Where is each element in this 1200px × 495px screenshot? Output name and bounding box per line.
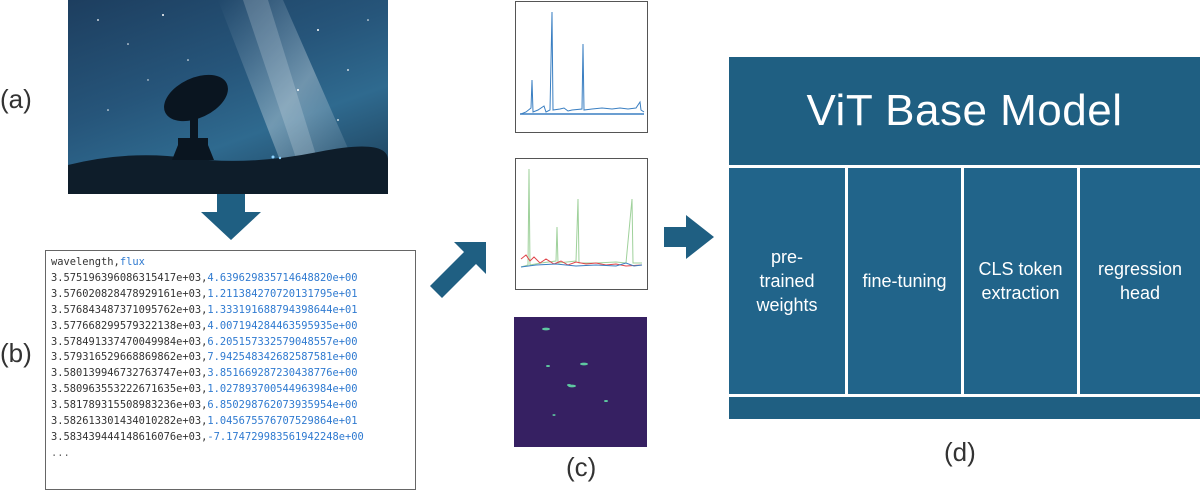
vit-base-model-block: ViT Base Model pre-trained weights fine-t…: [729, 57, 1200, 419]
table-row: 3.581789315508983236e+03,6.8502987620739…: [51, 399, 358, 412]
table-row: 3.580963553222671635e+03,1.0278937005449…: [51, 383, 358, 396]
table-row: 3.576020828478929161e+03,1.2113842707201…: [51, 287, 358, 300]
label-d: (d): [944, 437, 976, 467]
arrow-up-right-icon: [430, 242, 486, 298]
table-row: 3.582613301434010282e+03,1.0456755767075…: [51, 415, 358, 428]
multi-spectrum-plot-thumbnail: [515, 158, 648, 290]
table-row: 3.578491337470049984e+03,6.2051573325790…: [51, 335, 358, 348]
label-a: (a): [0, 84, 32, 114]
spectrum-plot-thumbnail: [515, 1, 648, 133]
radio-telescope-night-sky-icon: [68, 0, 388, 194]
table-row: 3.579316529668869862e+03,7.9425483426825…: [51, 351, 358, 364]
table-row: 3.575196396086315417e+03,4.6396298357146…: [51, 271, 358, 284]
table-row: 3.576843487371095762e+03,1.3331916887943…: [51, 303, 358, 316]
cell-fine-tuning: fine-tuning: [848, 168, 961, 394]
cell-pretrained-weights: pre-trained weights: [729, 168, 845, 394]
spectrum-line-icon: [520, 11, 645, 115]
csv-header: wavelength,flux: [51, 256, 145, 268]
table-row: 3.577668299579322138e+03,4.0071942844635…: [51, 319, 358, 332]
vit-title: ViT Base Model: [806, 86, 1123, 135]
label-c: (c): [566, 452, 597, 482]
cell-cls-token-extraction: CLS token extraction: [964, 168, 1077, 394]
arrow-right-icon: [664, 215, 714, 259]
radio-telescope-photo: [68, 0, 388, 194]
csv-ellipsis: ...: [51, 446, 70, 459]
csv-spectrum-data: wavelength,flux 3.575196396086315417e+03…: [45, 250, 416, 490]
label-b: (b): [0, 338, 32, 368]
spectrogram-heatmap-thumbnail: [514, 317, 647, 447]
arrow-down-icon: [201, 194, 261, 240]
heatmap-icon: [514, 317, 647, 447]
multi-spectrum-line-icon: [520, 168, 643, 268]
table-row: 3.580139946732763747e+03,3.8516692872304…: [51, 367, 358, 380]
table-row: 3.583439444148616076e+03,-7.174729983561…: [51, 430, 364, 443]
cell-regression-head: regression head: [1080, 168, 1200, 394]
